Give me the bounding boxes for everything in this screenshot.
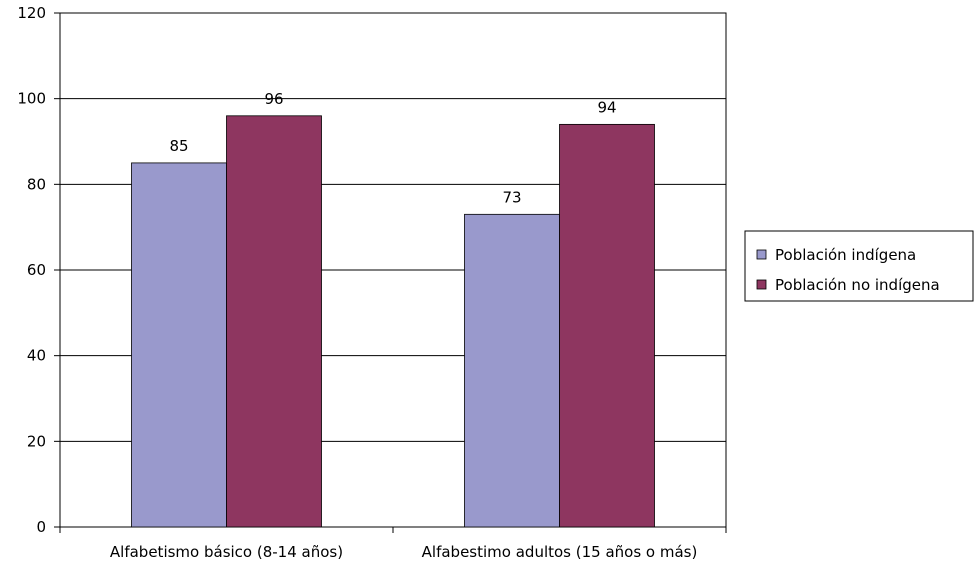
y-tick-label: 60 (27, 261, 46, 279)
legend-box (744, 230, 974, 302)
bar (559, 123, 655, 528)
bar (464, 213, 560, 528)
data-label: 73 (502, 188, 521, 206)
legend-label: Población indígena (775, 246, 916, 264)
legend-swatch (756, 249, 767, 260)
x-category-label: Alfabetismo básico (8-14 años) (110, 543, 343, 561)
x-category-label: Alfabestimo adultos (15 años o más) (422, 543, 698, 561)
data-label: 96 (264, 90, 283, 108)
y-tick-label: 120 (17, 4, 46, 22)
data-label: 94 (597, 98, 616, 116)
legend-swatch (756, 279, 767, 290)
legend-label: Población no indígena (775, 276, 940, 294)
y-tick-label: 0 (36, 518, 46, 536)
y-tick-label: 80 (27, 175, 46, 193)
data-label: 85 (169, 137, 188, 155)
y-tick-label: 100 (17, 90, 46, 108)
y-tick-label: 20 (27, 432, 46, 450)
bar (131, 162, 227, 528)
plot-area: 0 20 40 60 80 100 120 85 96 Alfabetismo básico (8… (17, 4, 727, 561)
y-tick-label: 40 (27, 347, 46, 365)
legend: Población indígena Población no indígena (744, 230, 974, 302)
bar (226, 115, 322, 528)
